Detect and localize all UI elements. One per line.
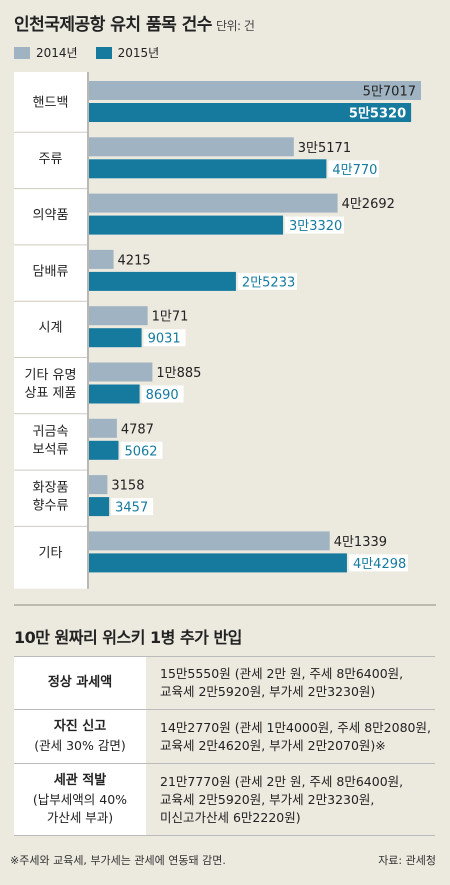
value-label: 4만1339	[334, 535, 387, 550]
value-label: 4만4298	[353, 557, 406, 572]
value-label: 5만7017	[363, 85, 416, 100]
value-label: 2만5233	[242, 275, 295, 290]
category-label: 보석류	[33, 442, 69, 457]
category-label: 시계	[39, 321, 63, 336]
section2-title: 10만 원짜리 위스키 1병 추가 반입	[14, 628, 242, 647]
bar-2014	[89, 249, 114, 269]
source-credit: 자료: 관세청	[378, 854, 436, 867]
category-label: 주류	[39, 152, 63, 167]
bar-2014	[89, 362, 153, 382]
value-label-bg	[141, 385, 184, 403]
value-label: 1만71	[152, 310, 189, 325]
row-value-line: 미신고가산세 6만2220원)	[160, 809, 301, 825]
table-row: 세관 적발 (납부세액의 40% 가산세 부과) 21만7770원 (관세 2만 원…	[14, 763, 435, 837]
bar-2015	[89, 440, 119, 460]
row-label: 자진 신고	[53, 719, 107, 735]
value-label-bg	[111, 498, 154, 516]
chart-title: 인천국제공항 유치 품목 건수 단위: 건	[14, 15, 255, 35]
row-sublabel: 가산세 부과)	[46, 810, 114, 826]
row-value-line: 교육세 2만5920원, 부가세 2만3230원)	[160, 684, 376, 700]
value-label: 4787	[121, 422, 154, 437]
bar-2014	[89, 137, 294, 157]
row-label-cell: 세관 적발 (납부세액의 40% 가산세 부과)	[14, 763, 146, 837]
legend-swatch-2015	[95, 46, 112, 59]
value-label-bg	[237, 272, 297, 290]
bar-2014	[89, 81, 421, 100]
row-value-line: 교육세 2만5920원, 부가세 2만3230원,	[160, 791, 375, 807]
value-label: 1만885	[156, 366, 201, 381]
category-label-panel	[14, 72, 87, 589]
category-label: 화장품	[33, 481, 69, 496]
bar-2015	[89, 159, 327, 179]
bar-2014	[89, 531, 330, 551]
row-value-cell: 21만7770원 (관세 2만 원, 주세 8만6400원, 교육세 2만592…	[146, 763, 435, 837]
row-value-line: 21만7770원 (관세 2만 원, 주세 8만6400원,	[160, 773, 404, 789]
category-label: 기타	[39, 546, 63, 561]
bar-2015	[89, 215, 284, 235]
row-value-cell: 15만5550원 (관세 2만 원, 주세 8만6400원, 교육세 2만592…	[146, 655, 435, 710]
row-label: 세관 적발	[53, 773, 107, 789]
value-label: 8690	[146, 388, 179, 403]
row-value-cell: 14만2770원 (관세 1만4000원, 주세 8만2080원, 교육세 2만…	[146, 709, 435, 764]
value-label: 4만770	[332, 163, 377, 178]
category-label: 귀금속	[33, 424, 69, 439]
value-label: 5만5320	[349, 106, 406, 122]
bar-2014	[89, 475, 108, 495]
value-label: 3만5171	[298, 141, 351, 156]
category-label: 핸드백	[33, 95, 69, 111]
value-label-bg	[120, 441, 163, 459]
legend-item-2014: 2014년	[14, 44, 78, 61]
table-row: 정상 과세액 15만5550원 (관세 2만 원, 주세 8만6400원, 교육…	[14, 655, 435, 710]
value-label: 3만3320	[289, 219, 342, 234]
unit-label: 단위: 건	[215, 19, 255, 33]
category-label: 의약품	[33, 208, 69, 223]
bar-2015	[89, 553, 347, 573]
value-label-bg	[285, 216, 345, 234]
bar-2015	[89, 271, 236, 291]
value-label: 4만2692	[342, 197, 395, 212]
category-label: 향수류	[33, 499, 69, 514]
value-label: 5062	[124, 444, 157, 459]
bar-2015	[89, 497, 110, 517]
row-label: 정상 과세액	[47, 674, 113, 690]
bar-2015	[89, 103, 412, 122]
row-value-line: 교육세 2만4620원, 부가세 2만2070원)※	[160, 737, 386, 753]
legend: 2014년 2015년	[14, 44, 159, 61]
section-divider	[14, 604, 436, 606]
bar-2015	[89, 384, 140, 404]
value-label-bg	[348, 554, 408, 572]
row-value-line: 14만2770원 (관세 1만4000원, 주세 8만2080원,	[160, 719, 431, 735]
category-label: 상표 제품	[25, 386, 77, 401]
row-label-cell: 정상 과세액	[14, 655, 146, 710]
value-label: 4215	[118, 253, 151, 268]
value-label-bg	[143, 329, 186, 347]
bar-2015	[89, 328, 142, 348]
value-label: 9031	[148, 332, 181, 347]
value-label: 3457	[115, 501, 148, 516]
legend-label-2015: 2015년	[117, 46, 160, 60]
row-value-line: 15만5550원 (관세 2만 원, 주세 8만6400원,	[160, 666, 404, 681]
category-label: 담배류	[33, 264, 69, 279]
legend-swatch-2014	[14, 46, 30, 59]
row-label-cell: 자진 신고 (관세 30% 감면)	[14, 709, 146, 764]
tax-table: 정상 과세액 15만5550원 (관세 2만 원, 주세 8만6400원, 교육…	[14, 655, 435, 837]
footnote: ※주세와 교육세, 부가세는 관세에 연동돼 감면.	[10, 854, 226, 867]
table-row: 자진 신고 (관세 30% 감면) 14만2770원 (관세 1만4000원, 주…	[14, 709, 435, 764]
bar-2014	[89, 418, 117, 438]
legend-label-2014: 2014년	[36, 46, 78, 60]
row-sublabel: (납부세액의 40%	[32, 792, 128, 808]
row-sublabel: (관세 30% 감면)	[34, 738, 126, 754]
value-label: 3158	[111, 479, 144, 494]
bar-chart: 핸드백 5만7017 5만5320 주류 3만5171 4만770 의약품 4만26923만3…	[14, 72, 421, 589]
bar-2014	[89, 306, 148, 326]
legend-item-2015: 2015년	[95, 44, 160, 61]
value-label-bg	[328, 160, 379, 178]
category-label: 기타 유명	[25, 368, 77, 383]
bar-2014	[89, 193, 338, 213]
